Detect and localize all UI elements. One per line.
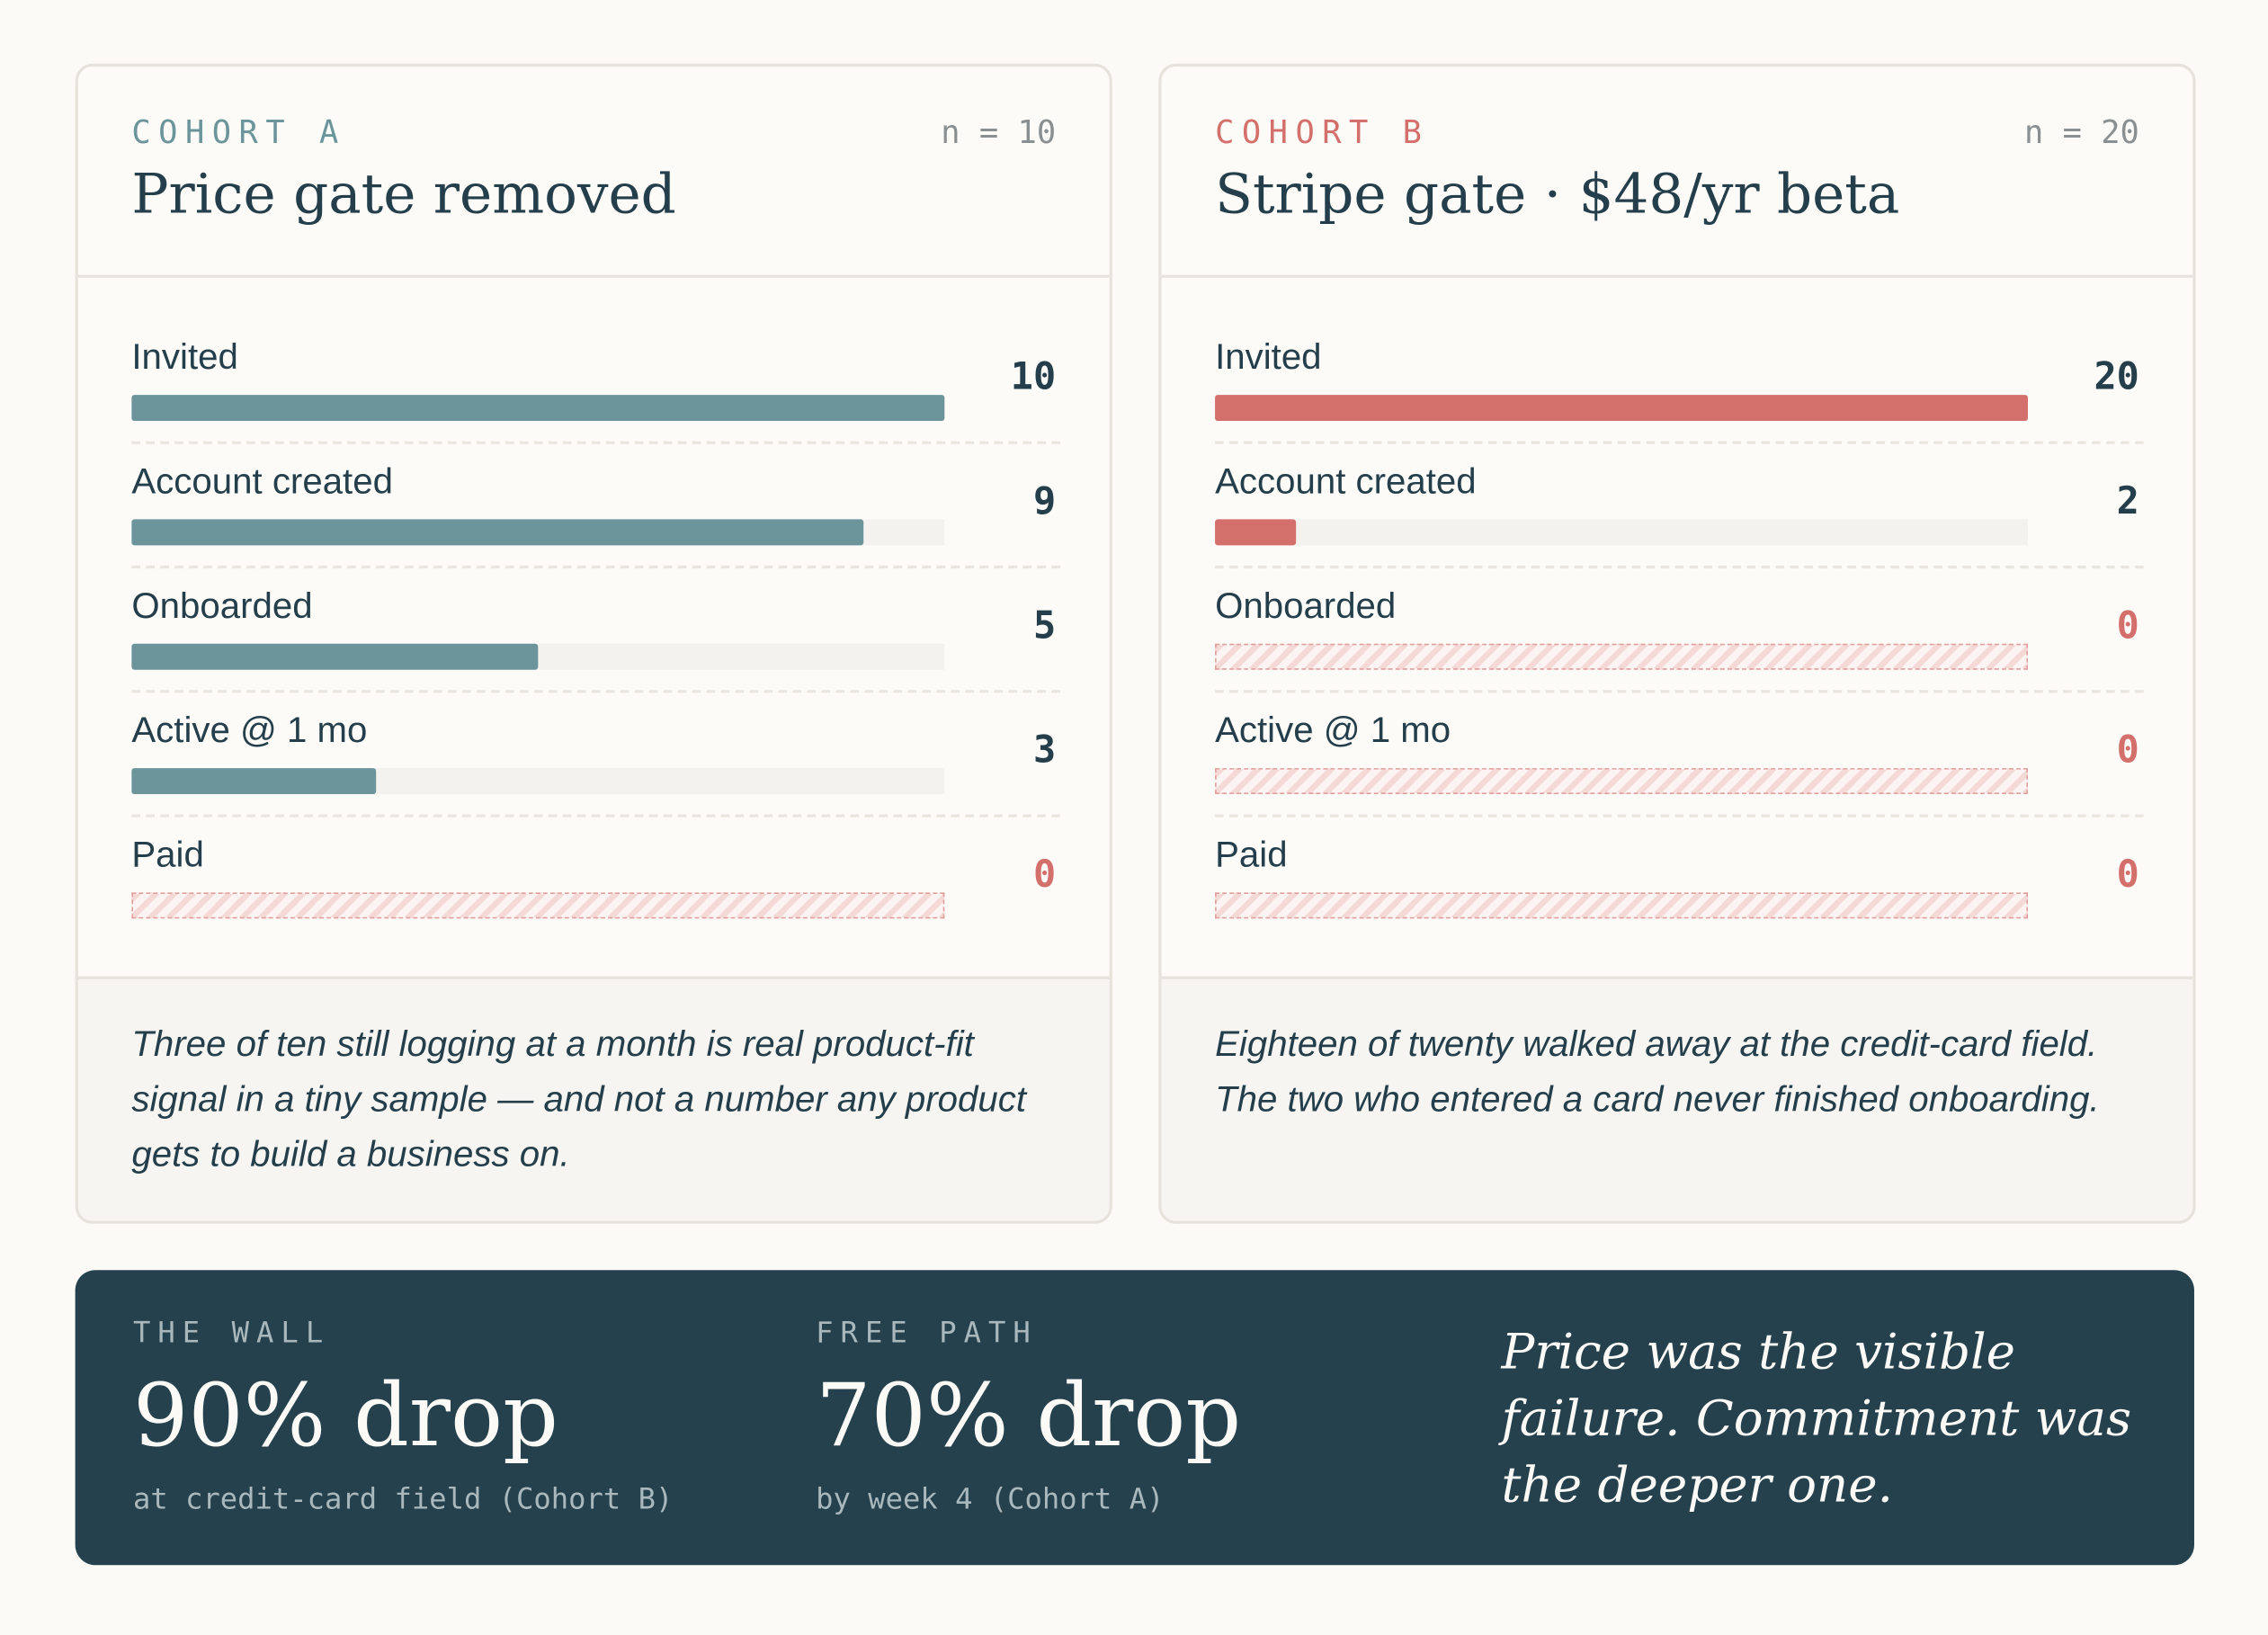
bar-empty [1215, 768, 2029, 795]
stat-caption: at credit-card field (Cohort B) [132, 1481, 674, 1516]
bar [1215, 395, 2029, 422]
row-separator [131, 565, 1060, 569]
cohort-title: Stripe gate · $48/yr beta [1215, 162, 1900, 226]
cohort-eyebrow: COHORT B [1215, 115, 1430, 152]
stage-label: Onboarded [1215, 585, 1397, 627]
cohort-note: Three of ten still logging at a month is… [131, 1023, 1027, 1175]
bar [131, 395, 945, 422]
bar-empty [131, 892, 945, 919]
stage-value: 0 [2116, 728, 2139, 773]
divider [77, 274, 1110, 278]
row-separator [131, 814, 1060, 818]
stage-value: 20 [2094, 355, 2139, 399]
stage-value: 3 [1032, 728, 1057, 773]
stage-value: 0 [2116, 853, 2139, 898]
row-separator [1215, 690, 2144, 693]
bar [131, 768, 376, 795]
row-separator [131, 441, 1060, 444]
cohort-title: Price gate removed [131, 162, 676, 226]
stat-value: 90% drop [132, 1365, 558, 1467]
card-footer: Eighteen of twenty walked away at the cr… [1161, 976, 2193, 1221]
card-footer: Three of ten still logging at a month is… [77, 976, 1110, 1221]
bar-track [1215, 519, 2029, 546]
stage-label: Account created [131, 461, 393, 503]
stage-label: Invited [131, 336, 238, 378]
row-separator [1215, 814, 2144, 818]
stat-value: 70% drop [816, 1365, 1242, 1467]
summary-quote: Price was the visible failure. Commitmen… [1501, 1323, 2132, 1515]
stage-label: Account created [1215, 461, 1477, 503]
bar [1215, 519, 1297, 546]
stage-value: 9 [1032, 479, 1057, 524]
stat-caption: by week 4 (Cohort A) [816, 1481, 1165, 1516]
stage-value: 0 [1032, 853, 1057, 898]
bar-empty [1215, 892, 2029, 919]
cohort-card: COHORT B n = 20 Stripe gate · $48/yr beta I… [1158, 63, 2196, 1224]
cohort-card: COHORT A n = 10 Price gate removed Invited 1… [75, 63, 1112, 1224]
stage-label: Paid [131, 835, 204, 876]
stage-value: 0 [2116, 604, 2139, 648]
bar [131, 519, 863, 546]
cohort-size: n = 20 [2024, 115, 2139, 152]
stage-value: 10 [1010, 355, 1057, 399]
stage-label: Active @ 1 mo [131, 710, 368, 751]
cohort-size: n = 10 [941, 115, 1057, 152]
cohort-note: Eighteen of twenty walked away at the cr… [1215, 1023, 2100, 1120]
divider [1161, 274, 2193, 278]
stage-value: 5 [1032, 604, 1057, 648]
summary-panel: THE WALL 90% drop at credit-card field (Co… [75, 1270, 2194, 1566]
stat-label: FREE PATH [816, 1315, 1038, 1350]
stage-label: Invited [1215, 336, 1322, 378]
stage-label: Onboarded [131, 585, 313, 627]
stat-label: THE WALL [132, 1315, 331, 1350]
stage-label: Active @ 1 mo [1215, 710, 1451, 751]
row-separator [1215, 441, 2144, 444]
bar [131, 643, 539, 670]
stage-label: Paid [1215, 835, 1288, 876]
stage-value: 2 [2116, 479, 2139, 524]
row-separator [1215, 565, 2144, 569]
cohort-eyebrow: COHORT A [131, 115, 346, 152]
row-separator [131, 690, 1060, 693]
bar-empty [1215, 643, 2029, 670]
